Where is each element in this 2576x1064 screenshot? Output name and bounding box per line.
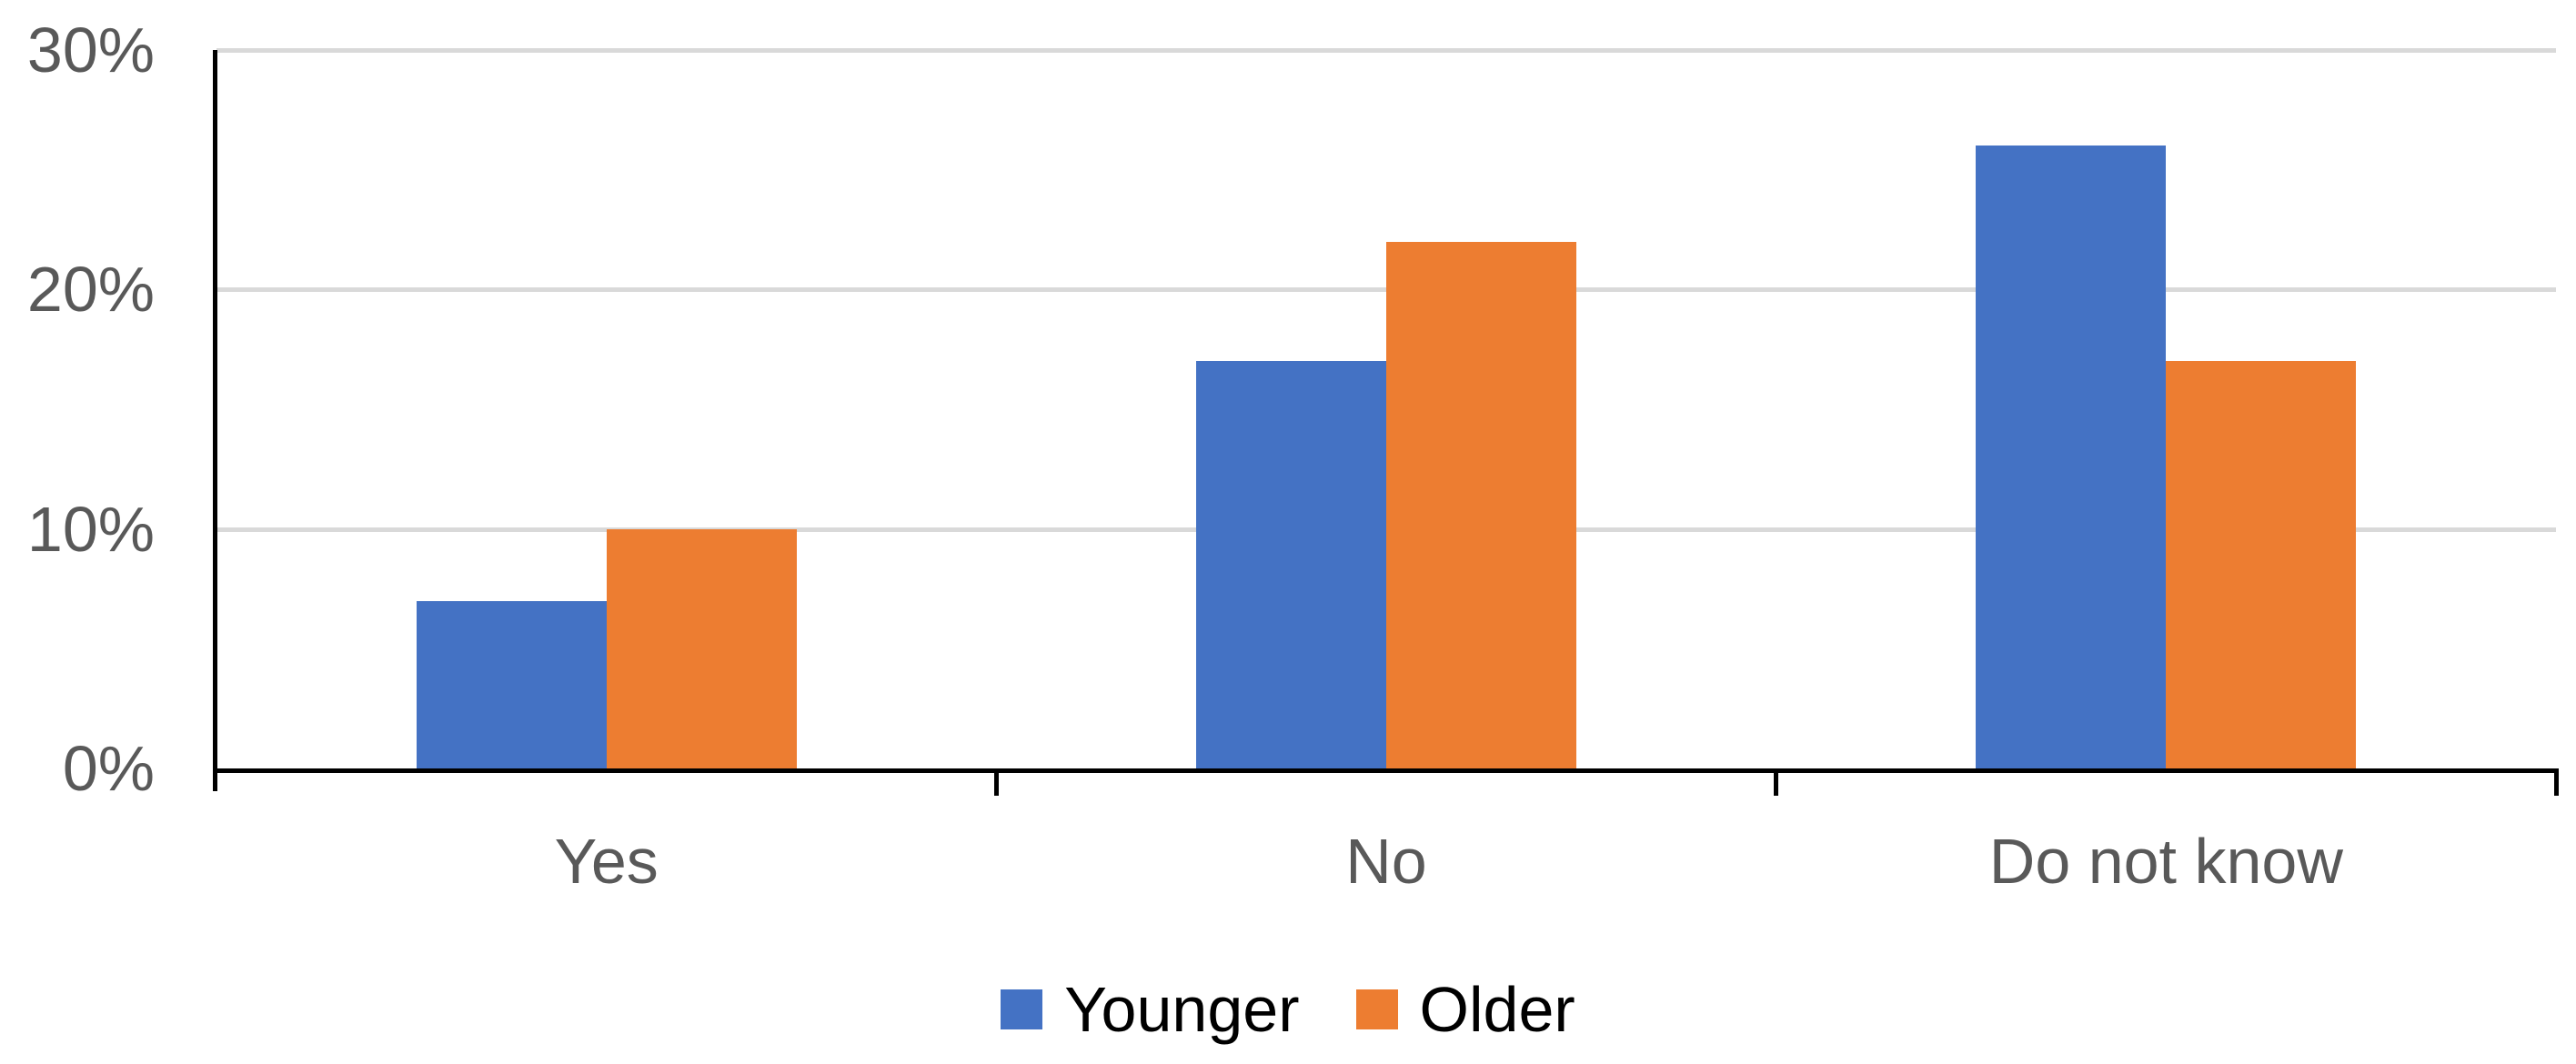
legend: Younger Older <box>0 975 2576 1044</box>
y-tick-label-20: 20% <box>26 254 155 326</box>
x-axis-tick-2 <box>1774 768 1779 796</box>
legend-label-older: Older <box>1419 974 1575 1045</box>
legend-swatch-younger <box>1001 989 1043 1029</box>
y-axis-line <box>212 50 217 791</box>
category-label-yes: Yes <box>554 826 659 897</box>
x-axis-tick-3 <box>2553 768 2559 796</box>
bar-older-no <box>1386 241 1576 768</box>
x-axis-tick-1 <box>993 768 999 796</box>
bar-younger-do-not-know <box>1976 146 2167 768</box>
x-axis-line <box>212 768 2557 773</box>
bar-older-yes <box>606 528 797 768</box>
gridline-30 <box>216 48 2556 53</box>
category-label-do-not-know: Do not know <box>1988 826 2343 897</box>
legend-swatch-older <box>1355 989 1398 1029</box>
bar-younger-yes <box>416 600 607 768</box>
bar-younger-no <box>1196 361 1386 768</box>
legend-item-older: Older <box>1355 974 1575 1045</box>
y-tick-label-30: 30% <box>26 15 155 85</box>
bar-older-do-not-know <box>2166 361 2357 768</box>
category-label-no: No <box>1345 826 1427 897</box>
y-tick-label-0: 0% <box>62 733 155 804</box>
y-tick-label-10: 10% <box>26 493 155 565</box>
legend-label-younger: Younger <box>1064 974 1300 1045</box>
legend-item-younger: Younger <box>1001 974 1300 1045</box>
